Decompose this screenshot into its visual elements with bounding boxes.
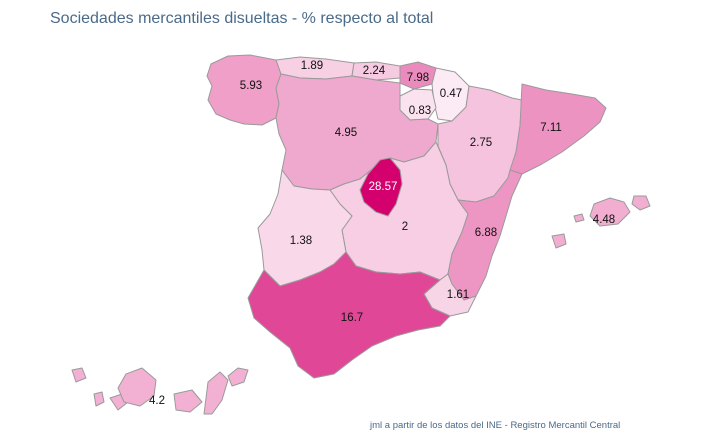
value-label-la-rioja: 0.83: [409, 105, 431, 117]
value-label-aragon: 2.75: [470, 137, 492, 149]
source-note: jml a partir de los datos del INE - Regi…: [370, 420, 621, 431]
value-label-madrid: 28.57: [369, 181, 398, 193]
value-label-comunidad-valenciana: 6.88: [475, 227, 497, 239]
value-label-cantabria: 2.24: [363, 65, 386, 77]
value-label-baleares: 4.48: [593, 214, 615, 226]
map-title: Sociedades mercantiles disueltas - % res…: [50, 10, 434, 27]
value-label-canarias: 4.2: [149, 395, 165, 407]
value-label-pais-vasco: 7.98: [407, 72, 429, 84]
value-label-asturias: 1.89: [301, 60, 323, 72]
value-label-navarra: 0.47: [440, 88, 462, 100]
value-label-castilla-la-mancha: 2: [402, 221, 408, 233]
region-canarias[interactable]: [71, 367, 249, 415]
region-madrid[interactable]: [359, 157, 403, 217]
value-label-castilla-y-leon: 4.95: [335, 127, 357, 139]
region-cataluna[interactable]: [509, 83, 607, 175]
region-galicia[interactable]: [206, 54, 282, 126]
value-label-cataluna: 7.11: [540, 122, 562, 134]
value-label-andalucia: 16.7: [341, 312, 363, 324]
region-baleares[interactable]: [551, 195, 651, 249]
value-label-murcia: 1.61: [447, 289, 469, 301]
value-label-galicia: 5.93: [240, 80, 262, 92]
region-andalucia[interactable]: [247, 251, 451, 379]
value-label-extremadura: 1.38: [290, 235, 312, 247]
